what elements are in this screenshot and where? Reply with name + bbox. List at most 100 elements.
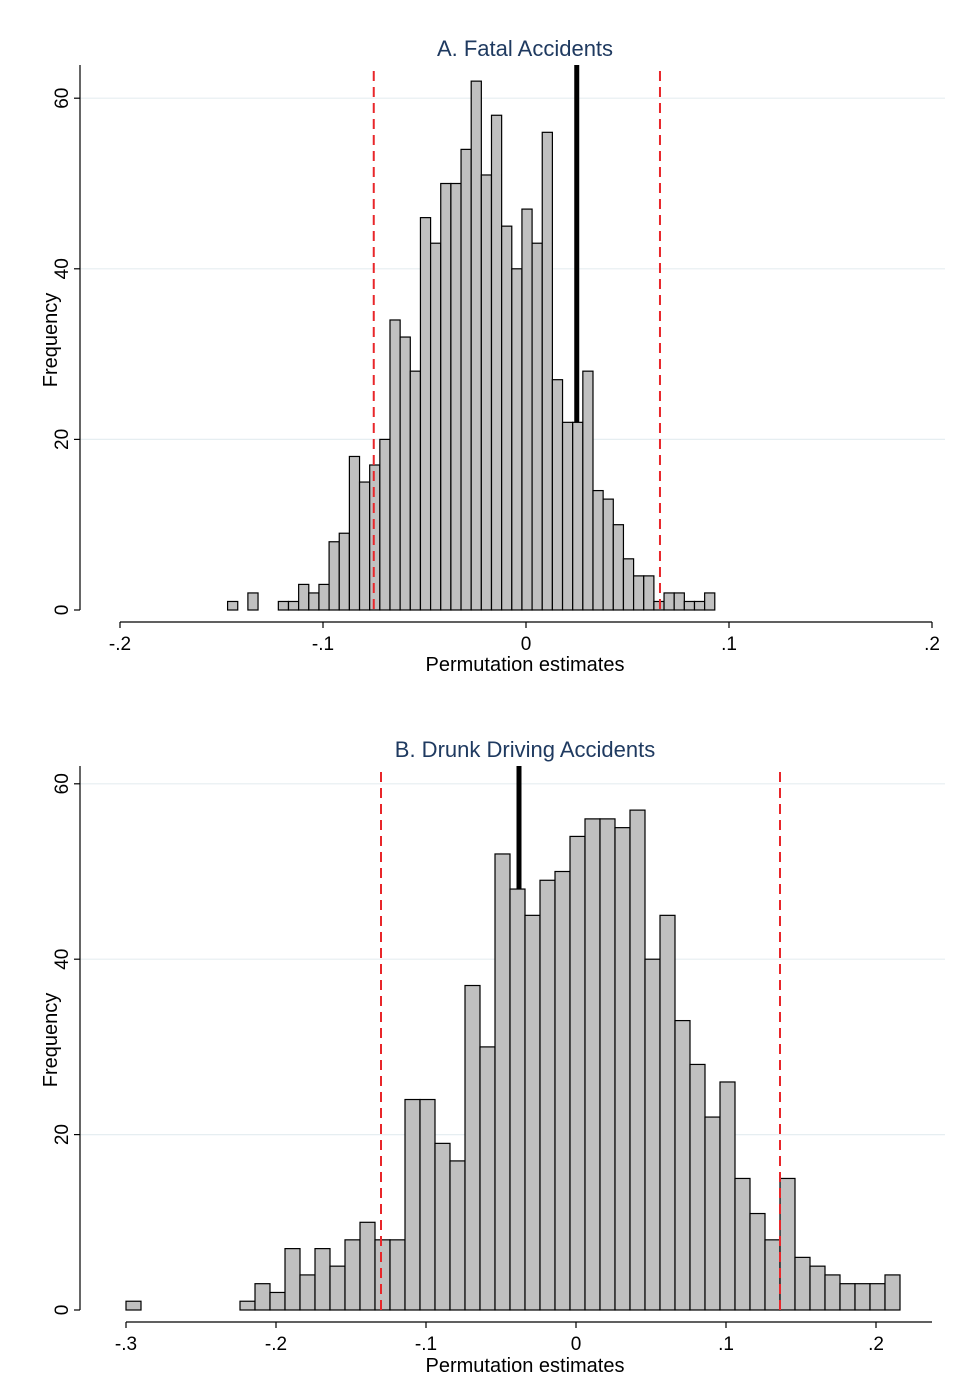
histogram-bar: [599, 818, 616, 1311]
histogram-bar: [683, 600, 696, 611]
histogram-bar: [494, 853, 511, 1311]
x-tick-label: 0: [571, 1334, 582, 1355]
histogram-bar: [226, 600, 239, 611]
histogram-bar: [541, 131, 553, 611]
histogram-bar: [689, 1063, 706, 1311]
histogram-bar: [470, 80, 482, 611]
histogram-bar: [509, 888, 526, 1311]
histogram-bar: [440, 182, 452, 611]
histogram-bar: [318, 583, 330, 611]
y-tick-label: 0: [52, 605, 73, 616]
histogram-bar: [511, 268, 523, 611]
x-tick-label: .2: [868, 1334, 884, 1355]
histogram-bar: [561, 421, 574, 611]
panel-a-lines: [372, 65, 661, 610]
histogram-bar: [449, 1160, 466, 1311]
histogram-bar: [644, 958, 661, 1311]
histogram-bar: [704, 1116, 721, 1311]
histogram-bar: [653, 600, 665, 611]
histogram-bar: [869, 1283, 886, 1311]
histogram-bar: [854, 1283, 871, 1311]
histogram-bar: [614, 827, 631, 1311]
histogram-bar: [719, 1081, 736, 1311]
histogram-bar: [673, 592, 685, 611]
histogram-bar: [734, 1177, 751, 1311]
histogram-bar: [824, 1274, 841, 1311]
histogram-bar: [328, 541, 340, 611]
histogram-bar: [674, 1019, 691, 1311]
histogram-bar: [622, 558, 635, 611]
panel-b-ylabel: Frequency: [40, 993, 62, 1088]
panel-drunk-driving-accidents: B. Drunk Driving Accidents Permutation e…: [40, 737, 945, 1377]
x-tick-label: 0: [521, 634, 532, 655]
panel-fatal-accidents: A. Fatal Accidents Permutation estimates…: [40, 36, 945, 676]
histogram-bar: [582, 370, 594, 611]
histogram-bar: [359, 1221, 376, 1311]
histogram-bar: [344, 1239, 361, 1311]
histogram-bar: [460, 148, 472, 611]
histogram-bar: [809, 1265, 826, 1311]
histogram-bar: [554, 870, 571, 1311]
histogram-bar: [531, 242, 543, 611]
panel-b-axes: 0 20 40 60 -.3 -.2 -.1 0 .1 .2: [52, 766, 932, 1355]
histogram-bar: [404, 1098, 421, 1311]
histogram-bar: [524, 914, 541, 1311]
x-tick-label: -.1: [312, 634, 334, 655]
panel-a-ylabel: Frequency: [40, 293, 62, 388]
histogram-bar: [632, 575, 645, 611]
histogram-bar: [779, 1177, 796, 1311]
y-tick-label: 40: [52, 949, 73, 970]
histogram-bar: [490, 114, 503, 611]
histogram-bar: [329, 1265, 346, 1311]
histogram-bar: [125, 1300, 142, 1311]
histogram-bar: [612, 524, 625, 611]
panel-a-title: A. Fatal Accidents: [437, 36, 613, 61]
histogram-bar: [643, 575, 655, 611]
y-tick-label: 0: [52, 1305, 73, 1316]
histogram-bar: [314, 1248, 331, 1311]
histogram-bar: [389, 319, 401, 611]
histogram-bar: [399, 336, 411, 611]
x-tick-label: -.2: [265, 1334, 287, 1355]
histogram-bar: [521, 208, 533, 611]
panel-b-xlabel: Permutation estimates: [426, 1355, 625, 1377]
histogram-bar: [551, 379, 564, 611]
x-tick-label: .2: [924, 634, 940, 655]
histogram-bar: [287, 600, 300, 611]
histogram-bar: [839, 1283, 856, 1311]
panel-b-title: B. Drunk Driving Accidents: [395, 737, 655, 762]
histogram-bar: [704, 592, 716, 611]
y-tick-label: 60: [52, 88, 73, 109]
histogram-bar: [369, 464, 381, 611]
histogram-bar: [450, 182, 462, 611]
x-tick-label: -.2: [109, 634, 131, 655]
histogram-bar: [429, 242, 442, 611]
histogram-bar: [659, 914, 676, 1311]
histogram-bar: [539, 879, 556, 1311]
panel-a-axes: 0 20 40 60 -.2 -.1 0 .1 .2: [52, 65, 940, 655]
histogram-bar: [434, 1142, 451, 1311]
x-tick-label: -.1: [415, 1334, 437, 1355]
histogram-bar: [358, 481, 371, 611]
histogram-bar: [299, 1274, 316, 1311]
histogram-bar: [298, 583, 310, 611]
histogram-bar: [569, 835, 586, 1311]
histogram-bar: [269, 1291, 286, 1311]
histogram-bar: [419, 1098, 436, 1311]
y-tick-label: 60: [52, 773, 73, 794]
y-tick-label: 40: [52, 258, 73, 279]
y-tick-label: 20: [52, 429, 73, 450]
histogram-bar: [374, 1239, 391, 1311]
histogram-bar: [284, 1248, 301, 1311]
histogram-bar: [629, 809, 646, 1311]
histogram-bar: [749, 1212, 766, 1311]
histogram-bar: [584, 818, 601, 1311]
y-tick-label: 20: [52, 1124, 73, 1145]
panel-b-bars: [125, 809, 901, 1311]
histogram-bar: [602, 498, 614, 611]
x-tick-label: .1: [721, 634, 737, 655]
histogram-bar: [379, 438, 391, 611]
histogram-bar: [348, 455, 361, 611]
x-tick-label: .1: [718, 1334, 734, 1355]
